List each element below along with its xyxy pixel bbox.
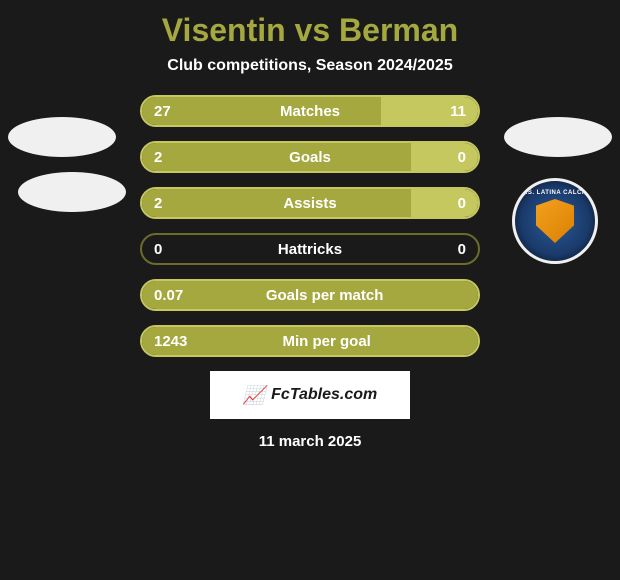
branding-chart-icon: 📈 <box>243 385 265 406</box>
player2-club-logo-1 <box>504 117 612 157</box>
stat-bar-label: Min per goal <box>187 333 466 350</box>
player1-club-logo-2 <box>18 172 126 212</box>
comparison-title: Visentin vs Berman <box>0 0 620 57</box>
stat-bar-row: 0.07Goals per match <box>140 279 480 311</box>
player1-club-logo-1 <box>8 117 116 157</box>
stat-bar-left: 27 <box>142 97 381 125</box>
stat-bar-label: Goals <box>289 149 331 166</box>
stat-bar-right: 11 <box>381 97 478 125</box>
badge-shield-icon <box>536 199 574 243</box>
stat-bar-empty: 0Hattricks0 <box>142 235 478 263</box>
badge-text: U.S. LATINA CALCIO <box>520 190 590 196</box>
branding-text: FcTables.com <box>271 386 377 404</box>
stat-bar-label: Matches <box>280 103 340 120</box>
stat-bar-full: 1243Min per goal <box>142 327 478 355</box>
comparison-subtitle: Club competitions, Season 2024/2025 <box>0 57 620 95</box>
stat-bar-right: 0 <box>411 189 478 217</box>
stat-bar-row: 20 Assists <box>140 187 480 219</box>
stat-bar-row: 0Hattricks0 <box>140 233 480 265</box>
stat-bar-row: 2711 Matches <box>140 95 480 127</box>
stats-bars-container: 2711Matches20Goals20Assists0Hattricks00.… <box>140 95 480 357</box>
date-text: 11 march 2025 <box>0 433 620 450</box>
player2-club-badge: U.S. LATINA CALCIO <box>512 178 598 264</box>
branding-box: 📈 FcTables.com <box>210 371 410 419</box>
stat-bar-label: Goals per match <box>183 287 466 304</box>
stat-bar-left: 2 <box>142 143 411 171</box>
badge-inner: U.S. LATINA CALCIO <box>520 186 590 256</box>
stat-bar-row: 1243Min per goal <box>140 325 480 357</box>
stat-bar-right: 0 <box>411 143 478 171</box>
stat-left-value: 0.07 <box>154 287 183 304</box>
stat-right-value: 0 <box>458 241 466 258</box>
stat-left-value: 0 <box>154 241 162 258</box>
stat-bar-left: 2 <box>142 189 411 217</box>
stat-bar-row: 20 Goals <box>140 141 480 173</box>
stat-bar-label: Hattricks <box>162 241 457 258</box>
stat-bar-label: Assists <box>283 195 336 212</box>
stat-left-value: 1243 <box>154 333 187 350</box>
stat-bar-full: 0.07Goals per match <box>142 281 478 309</box>
